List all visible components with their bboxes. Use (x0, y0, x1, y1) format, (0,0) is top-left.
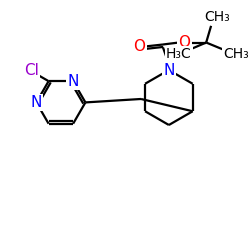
Text: N: N (68, 74, 79, 89)
Text: H₃C: H₃C (166, 47, 192, 61)
Text: N: N (163, 62, 174, 78)
Text: N: N (31, 95, 42, 110)
Text: CH₃: CH₃ (204, 10, 230, 24)
Text: O: O (178, 35, 190, 50)
Text: CH₃: CH₃ (223, 47, 248, 61)
Text: Cl: Cl (24, 63, 39, 78)
Text: O: O (134, 39, 145, 54)
